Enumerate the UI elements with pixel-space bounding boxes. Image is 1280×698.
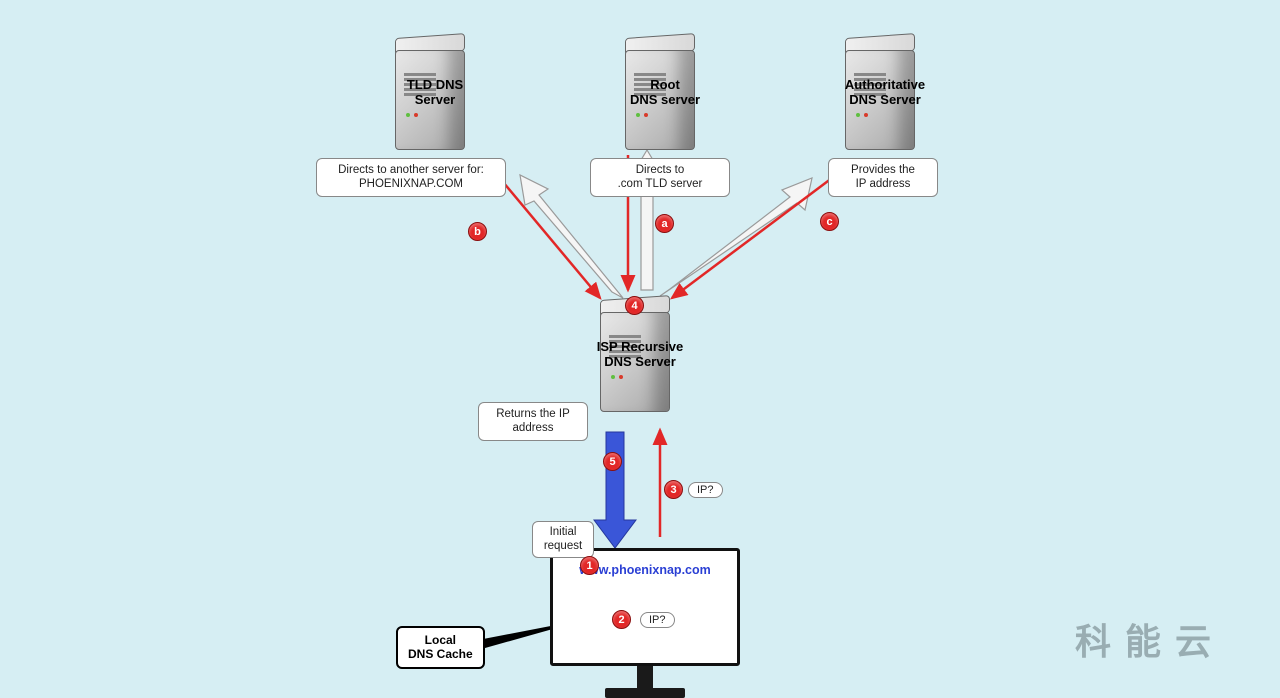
label-tld: TLD DNS Server [365, 78, 505, 108]
callout-local-dns-cache: Local DNS Cache [396, 626, 485, 669]
note-auth-l2: IP address [856, 178, 911, 190]
note-initial-request: Initial request [532, 521, 594, 558]
pill-ip-2: IP? [640, 612, 675, 628]
note-root: Directs to .com TLD server [590, 158, 730, 197]
arrow-isp-to-client [594, 432, 636, 548]
label-auth-l1: Authoritative [845, 77, 925, 92]
note-isp-l1: Returns the IP [496, 408, 570, 420]
badge-c: c [820, 212, 839, 231]
initreq-l2: request [544, 540, 582, 552]
note-isp-l2: address [513, 422, 554, 434]
note-isp: Returns the IP address [478, 402, 588, 441]
note-tld-l1: Directs to another server for: [338, 164, 484, 176]
badge-5: 5 [603, 452, 622, 471]
note-auth-l1: Provides the [851, 164, 915, 176]
pill-ip-3: IP? [688, 482, 723, 498]
badge-2: 2 [612, 610, 631, 629]
initreq-l1: Initial [550, 526, 577, 538]
note-auth: Provides the IP address [828, 158, 938, 197]
label-root-l2: DNS server [630, 92, 700, 107]
localcache-l2: DNS Cache [408, 647, 473, 661]
label-isp-l2: DNS Server [604, 354, 676, 369]
label-isp: ISP Recursive DNS Server [570, 340, 710, 370]
arrow-tld-to-isp [498, 176, 600, 298]
label-auth-l2: DNS Server [849, 92, 921, 107]
localcache-l1: Local [425, 633, 456, 647]
label-tld-l2: Server [415, 92, 455, 107]
badge-a: a [655, 214, 674, 233]
note-tld: Directs to another server for: PHOENIXNA… [316, 158, 506, 197]
badge-1: 1 [580, 556, 599, 575]
badge-b: b [468, 222, 487, 241]
label-root: Root DNS server [595, 78, 735, 108]
label-auth: Authoritative DNS Server [815, 78, 955, 108]
label-isp-l1: ISP Recursive [597, 339, 683, 354]
badge-3: 3 [664, 480, 683, 499]
label-tld-l1: TLD DNS [407, 77, 463, 92]
watermark: 科能云 [1075, 613, 1225, 665]
label-root-l1: Root [650, 77, 680, 92]
note-root-l1: Directs to [636, 164, 685, 176]
badge-4: 4 [625, 296, 644, 315]
note-tld-l2: PHOENIXNAP.COM [359, 178, 463, 190]
note-root-l2: .com TLD server [618, 178, 703, 190]
